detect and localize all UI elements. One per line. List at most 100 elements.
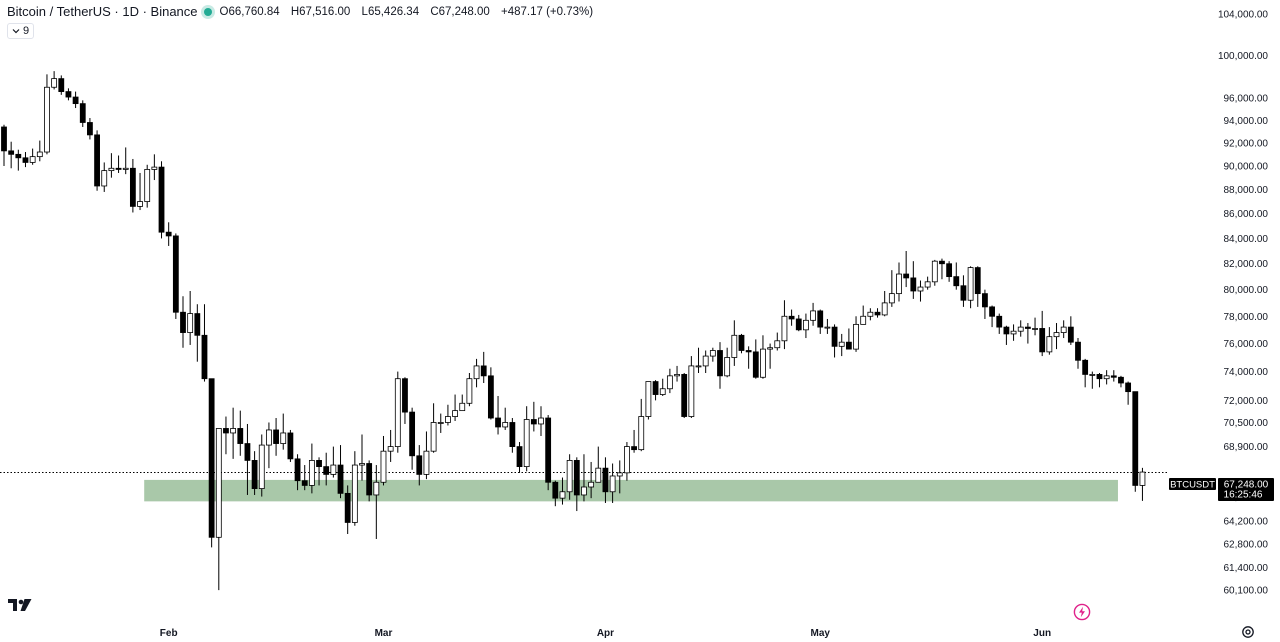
symbol-title[interactable]: Bitcoin / TetherUS · 1D · Binance: [7, 4, 198, 19]
candle: [1003, 325, 1010, 345]
candle-body-up: [308, 460, 315, 486]
price-axis-label: 80,000.00: [1224, 285, 1269, 296]
candle: [308, 443, 315, 494]
candle-body-up: [853, 323, 859, 350]
candle: [29, 148, 36, 165]
candle: [409, 407, 416, 470]
candle: [487, 367, 494, 420]
candle: [1039, 310, 1046, 357]
candle: [101, 162, 108, 192]
candle: [266, 422, 272, 469]
tradingview-logo[interactable]: [8, 598, 32, 612]
candle: [65, 88, 72, 101]
candle: [702, 350, 709, 373]
price-axis[interactable]: 104,000.00 100,000.00 96,000.00 94,000.00 92…: [1218, 10, 1268, 597]
candle: [688, 356, 695, 419]
candle-body-down: [72, 96, 79, 105]
candle-body-up: [258, 444, 265, 489]
candle-body-up: [473, 365, 480, 380]
candle-body-up: [137, 201, 143, 207]
candle-body-down: [416, 455, 423, 475]
candle-body-up: [731, 334, 738, 358]
candle: [824, 318, 831, 334]
candle-body-down: [15, 153, 22, 159]
candle-body-up: [695, 365, 702, 368]
candle-body-up: [767, 347, 774, 350]
close-value: 67,248.00: [438, 5, 490, 18]
candle: [344, 485, 351, 534]
price-axis-label: 72,000.00: [1224, 396, 1269, 407]
candle: [437, 413, 444, 433]
chevron-down-icon: [12, 29, 20, 34]
candle: [273, 418, 279, 456]
candle: [223, 416, 229, 455]
candle-body-up: [151, 166, 158, 170]
candle: [44, 74, 50, 155]
time-axis-label: Jun: [1033, 628, 1051, 639]
candle: [1010, 324, 1017, 341]
candle: [187, 290, 194, 345]
candle: [652, 380, 659, 401]
candle-body-down: [874, 311, 881, 316]
candle-body-down: [172, 235, 179, 313]
candle: [896, 262, 902, 302]
candle: [158, 161, 165, 239]
candle-body-up: [760, 348, 766, 378]
candle-body-down: [344, 492, 351, 523]
time-axis-label: May: [811, 628, 831, 639]
candle-body-up: [445, 416, 451, 423]
candle: [767, 343, 774, 369]
candle-body-down: [323, 466, 330, 475]
candle: [1060, 320, 1067, 339]
candle-body-up: [781, 315, 788, 342]
candle-body-up: [917, 286, 924, 292]
candle-body-down: [752, 351, 759, 378]
candle-body-down: [79, 103, 86, 123]
candle-body-up: [101, 170, 108, 187]
price-axis-label: 82,000.00: [1224, 259, 1269, 270]
indicators-count: 9: [23, 25, 30, 37]
candle: [666, 368, 673, 394]
candle-body-down: [631, 446, 637, 451]
candles-layer: [1, 71, 1146, 591]
candle: [838, 333, 845, 357]
candle-body-down: [652, 381, 659, 395]
candle-body-down: [94, 134, 100, 187]
candle-body-up: [44, 86, 50, 153]
candle: [144, 164, 151, 208]
price-axis-label: 94,000.00: [1224, 116, 1269, 127]
price-axis-label: 104,000.00: [1218, 10, 1268, 21]
candle: [752, 339, 759, 379]
candle: [788, 309, 795, 326]
candle-body-down: [165, 231, 172, 237]
high-value: 67,516.00: [299, 5, 351, 18]
settings-icon[interactable]: [1241, 625, 1255, 639]
price-axis-label: 70,500.00: [1224, 418, 1269, 429]
candle: [51, 71, 58, 90]
candle: [201, 304, 208, 382]
candle: [810, 302, 816, 326]
time-axis[interactable]: Feb Mar Apr May Jun: [160, 628, 1051, 639]
candle-body-up: [674, 374, 680, 377]
candle-body-up: [1053, 332, 1060, 338]
candle-body-up: [452, 410, 458, 417]
candle-body-up: [810, 310, 816, 321]
candle-body-down: [58, 78, 65, 92]
candle-body-up: [888, 293, 895, 304]
candle-body-down: [1118, 376, 1124, 384]
candle: [180, 296, 186, 348]
last-price-tag: BTCUSDT 67,248.00 16:25:46: [1169, 478, 1274, 501]
symbol-tag-bg: [1169, 478, 1216, 490]
candle: [1110, 370, 1117, 382]
bolt-icon[interactable]: [1073, 603, 1091, 621]
candle: [480, 351, 487, 383]
indicators-toggle-button[interactable]: 9: [7, 23, 35, 39]
candle-body-down: [573, 460, 580, 496]
candle-body-down: [530, 419, 537, 425]
candle: [280, 413, 287, 450]
candle: [129, 158, 136, 213]
candle: [724, 347, 731, 378]
candle-body-up: [824, 326, 831, 329]
candle-body-up: [215, 428, 222, 538]
